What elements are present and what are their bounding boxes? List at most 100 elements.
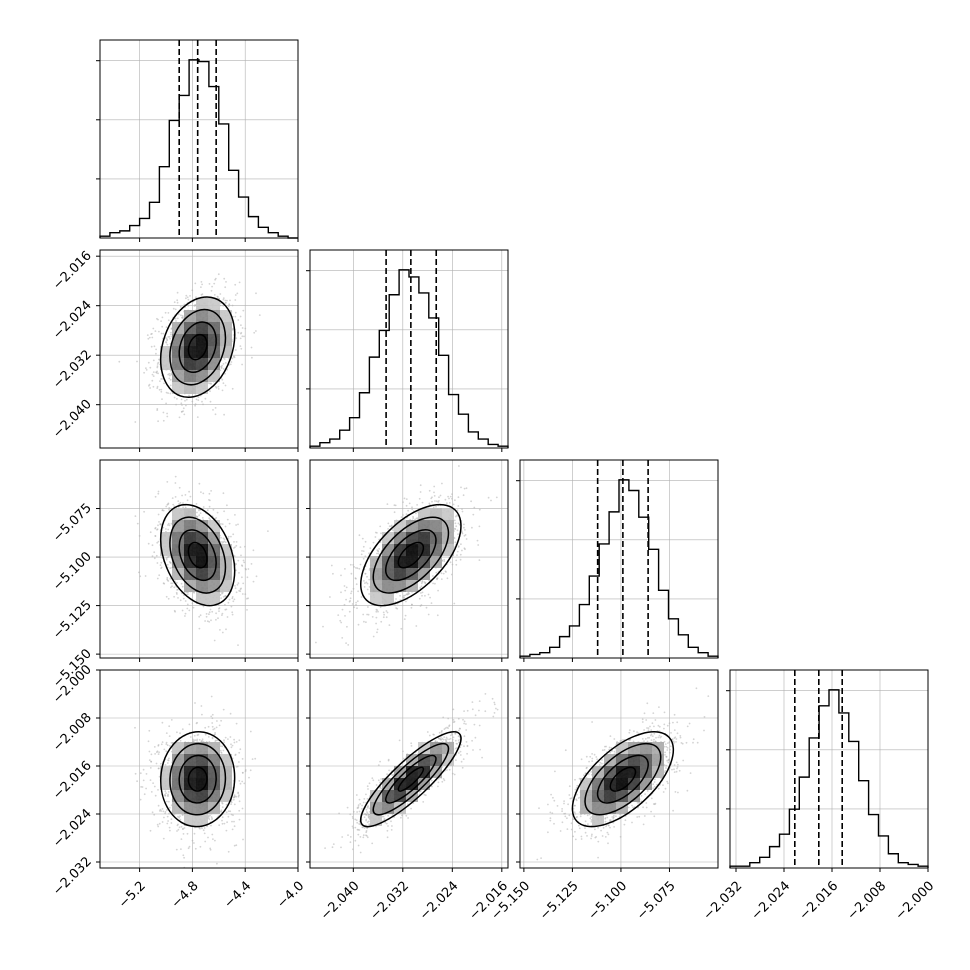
sample-point — [235, 563, 238, 565]
density-cell — [220, 556, 232, 568]
sample-point — [170, 331, 172, 334]
sample-point — [138, 535, 141, 537]
sample-point — [165, 558, 168, 561]
sample-point — [161, 378, 164, 380]
sample-point — [225, 628, 227, 631]
sample-point — [222, 298, 225, 301]
density-cell — [184, 346, 196, 358]
sample-point — [430, 497, 433, 500]
sample-point — [143, 510, 146, 513]
sample-point — [139, 575, 142, 578]
sample-point — [448, 497, 450, 500]
sample-point — [375, 622, 377, 625]
density-cell — [172, 346, 184, 358]
sample-point — [449, 561, 452, 564]
sample-point — [184, 612, 187, 615]
sample-point — [322, 625, 324, 628]
sample-point — [222, 537, 225, 540]
sample-point — [202, 829, 205, 832]
sample-point — [359, 563, 362, 566]
density-cell — [418, 520, 430, 532]
x-tick-label: −2.008 — [845, 879, 890, 924]
sample-point — [153, 551, 156, 554]
sample-point — [425, 606, 428, 609]
sample-point — [386, 503, 389, 505]
sample-point — [226, 616, 229, 618]
sample-point — [154, 753, 157, 755]
density-cell — [382, 580, 394, 592]
sample-point — [170, 372, 173, 375]
sample-point — [412, 517, 415, 519]
density-panel — [99, 459, 299, 659]
sample-point — [464, 529, 466, 531]
sample-point — [138, 571, 140, 574]
sample-point — [156, 528, 158, 531]
sample-point — [235, 569, 237, 572]
sample-point — [165, 732, 168, 734]
sample-point — [169, 577, 172, 580]
sample-point — [235, 337, 238, 340]
sample-point — [223, 510, 226, 513]
sample-point — [157, 372, 160, 375]
sample-point — [231, 611, 234, 614]
sample-point — [363, 586, 366, 588]
sample-point — [162, 332, 165, 335]
sample-point — [237, 795, 240, 798]
sample-point — [232, 327, 234, 330]
sample-point — [230, 605, 233, 608]
sample-point — [211, 725, 214, 728]
sample-point — [206, 509, 209, 512]
density-cell — [196, 310, 208, 322]
sample-point — [345, 642, 347, 644]
sample-point — [158, 358, 160, 361]
sample-point — [399, 594, 401, 597]
sample-point — [191, 400, 194, 403]
sample-point — [375, 608, 378, 611]
sample-point — [200, 491, 202, 493]
sample-point — [460, 543, 462, 546]
sample-point — [431, 500, 433, 503]
sample-point — [362, 550, 365, 552]
sample-point — [240, 587, 243, 590]
sample-point — [210, 695, 213, 698]
sample-point — [150, 345, 153, 348]
sample-point — [221, 378, 224, 381]
sample-point — [204, 397, 207, 400]
sample-point — [233, 555, 236, 557]
sample-point — [180, 582, 183, 585]
density-cell — [370, 592, 382, 604]
sample-point — [221, 806, 224, 809]
sample-point — [211, 610, 214, 613]
sample-point — [421, 594, 423, 597]
sample-point — [448, 502, 451, 504]
sample-point — [167, 392, 170, 394]
sample-point — [228, 598, 231, 601]
sample-point — [378, 548, 380, 550]
sample-point — [376, 552, 378, 555]
sample-point — [234, 283, 237, 286]
sample-point — [420, 604, 423, 606]
sample-point — [454, 541, 457, 544]
sample-point — [198, 482, 201, 485]
density-cell — [184, 358, 196, 370]
sample-point — [366, 582, 369, 585]
sample-point — [213, 727, 216, 730]
sample-point — [235, 844, 238, 847]
sample-point — [153, 345, 156, 348]
density-cell — [220, 322, 232, 334]
sample-point — [160, 320, 163, 322]
sample-point — [193, 305, 196, 307]
sample-point — [231, 357, 234, 360]
sample-point — [408, 592, 411, 595]
sample-point — [189, 495, 192, 498]
density-cell — [208, 334, 220, 346]
sample-point — [209, 499, 211, 502]
density-contour — [359, 503, 462, 607]
sample-point — [357, 590, 359, 593]
sample-point — [400, 627, 403, 630]
sample-point — [164, 790, 167, 792]
sample-point — [139, 772, 142, 775]
sample-point — [209, 847, 212, 850]
sample-point — [158, 388, 161, 391]
